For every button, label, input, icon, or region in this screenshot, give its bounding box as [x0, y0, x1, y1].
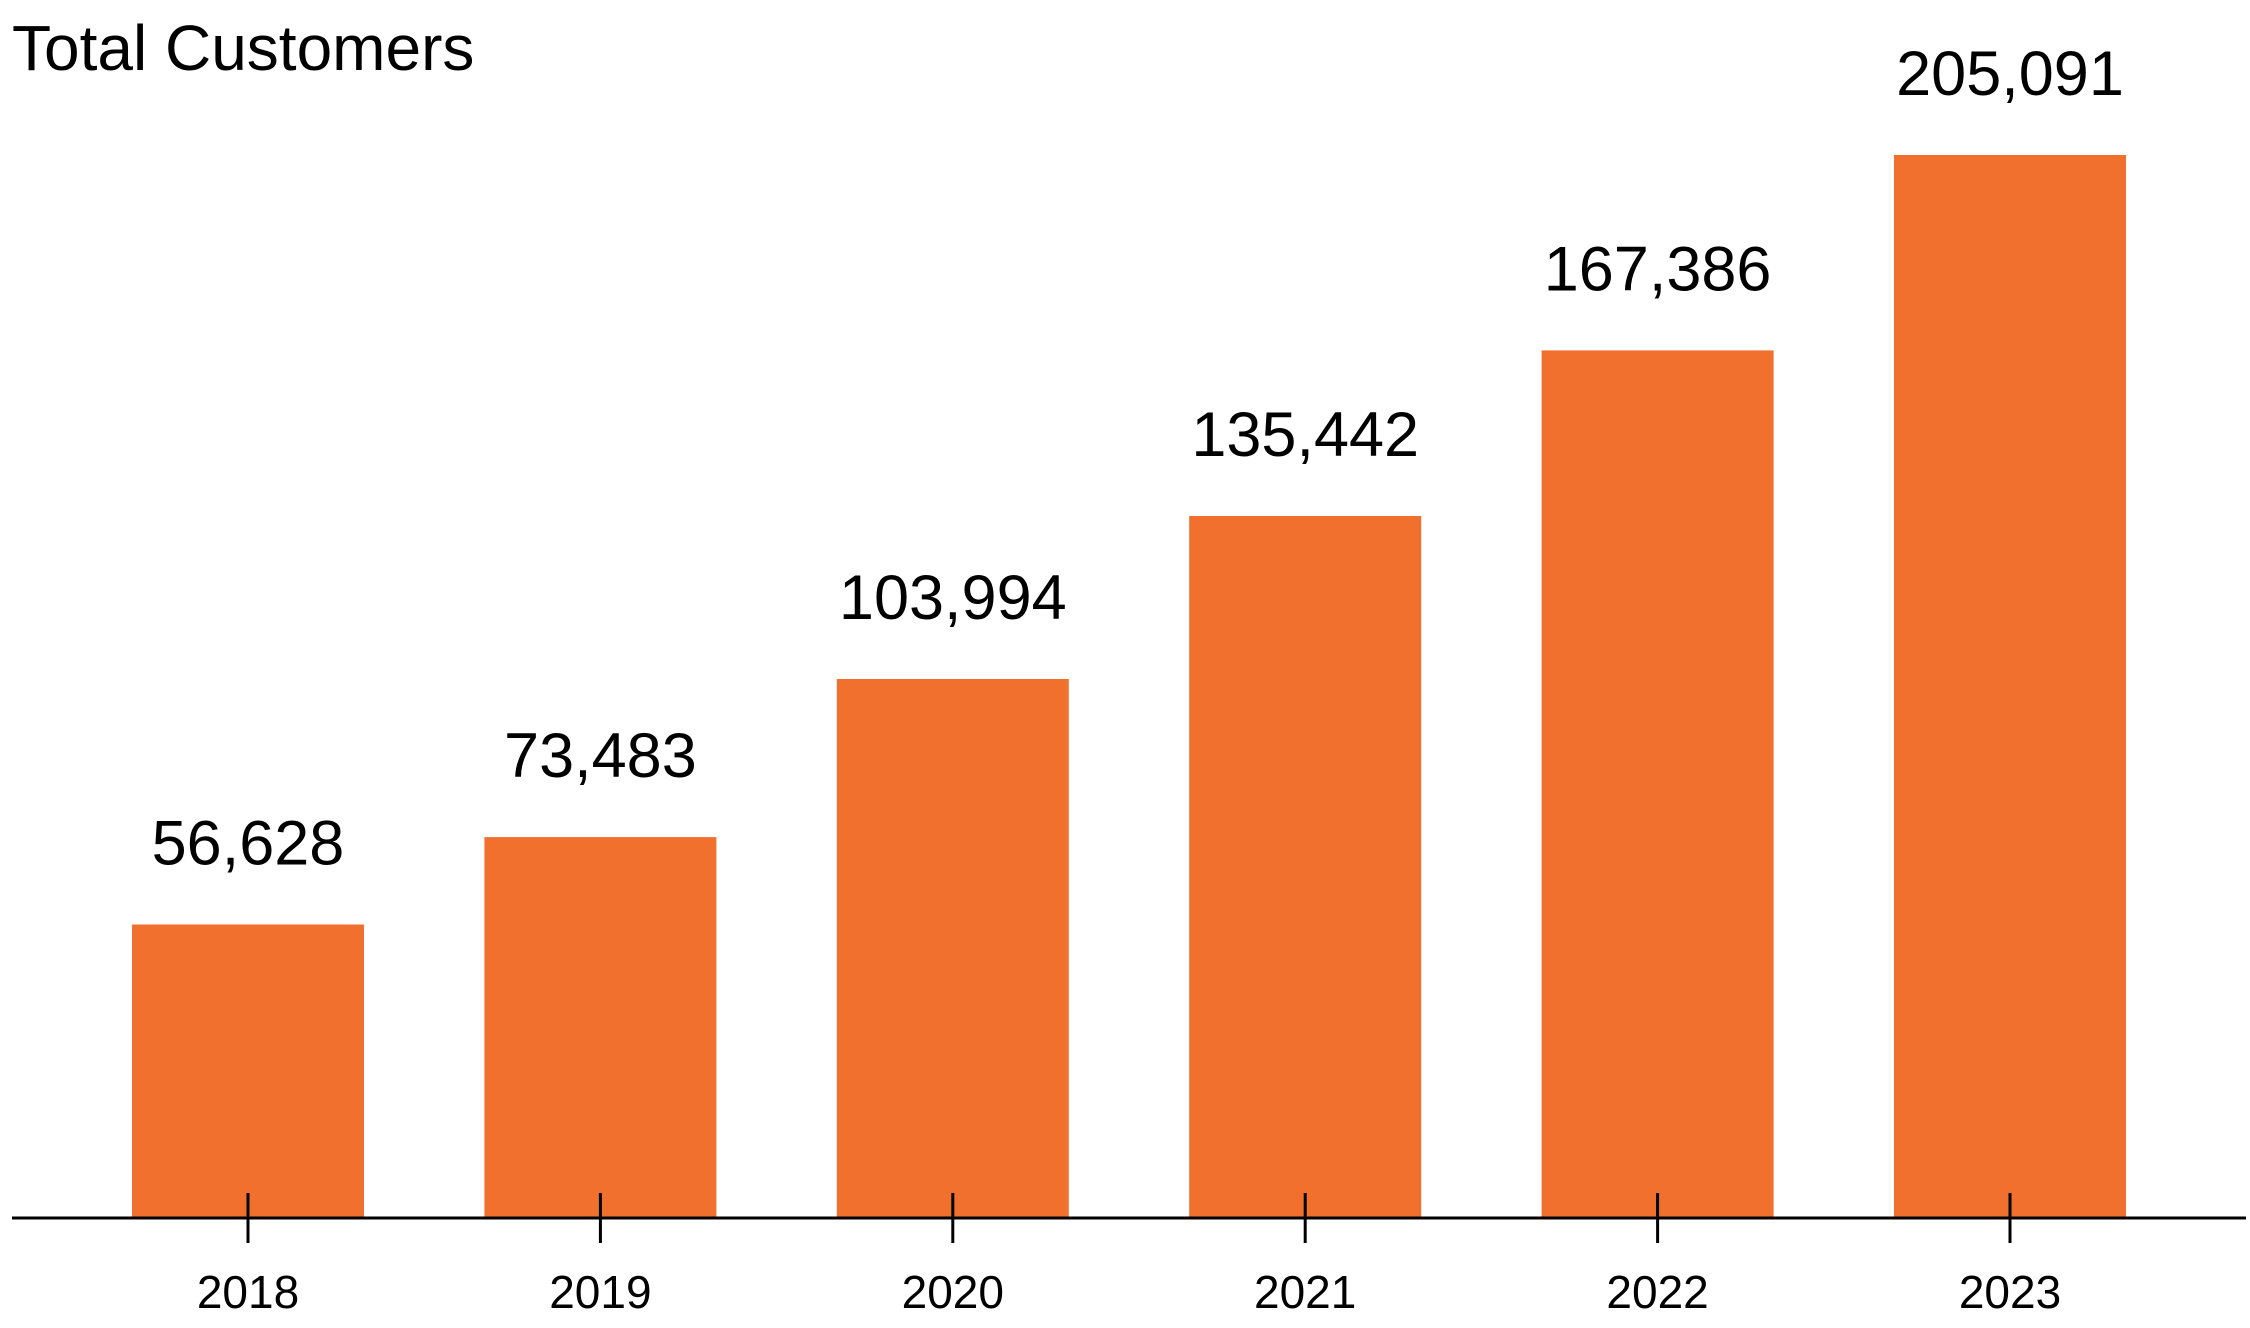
ticks-layer: 2018 2019 2020 2021 2022 2023 [197, 1193, 2061, 1318]
x-tick-label-2019: 2019 [549, 1266, 651, 1318]
bar-2020 [836, 679, 1069, 1218]
data-label-2018: 56,628 [152, 809, 345, 879]
data-label-2020: 103,994 [839, 563, 1067, 633]
x-tick-label-2021: 2021 [1254, 1266, 1356, 1318]
bar-2021 [1189, 516, 1422, 1218]
bar-2023 [1894, 155, 2126, 1218]
chart-title: Total Customers [12, 12, 474, 84]
bar-2018 [132, 924, 364, 1218]
bars-layer: 56,628 73,483 103,994 135,442 167,386 205,091 [132, 39, 2126, 1218]
bar-2022 [1541, 350, 1774, 1218]
data-label-2022: 167,386 [1544, 234, 1772, 304]
x-tick-label-2023: 2023 [1959, 1266, 2061, 1318]
data-label-2023: 205,091 [1896, 39, 2124, 109]
bar-2019 [484, 837, 717, 1218]
x-tick-label-2018: 2018 [197, 1266, 299, 1318]
data-label-2019: 73,483 [504, 721, 697, 791]
x-tick-label-2022: 2022 [1606, 1266, 1708, 1318]
data-label-2021: 135,442 [1191, 400, 1419, 470]
x-tick-label-2020: 2020 [902, 1266, 1004, 1318]
